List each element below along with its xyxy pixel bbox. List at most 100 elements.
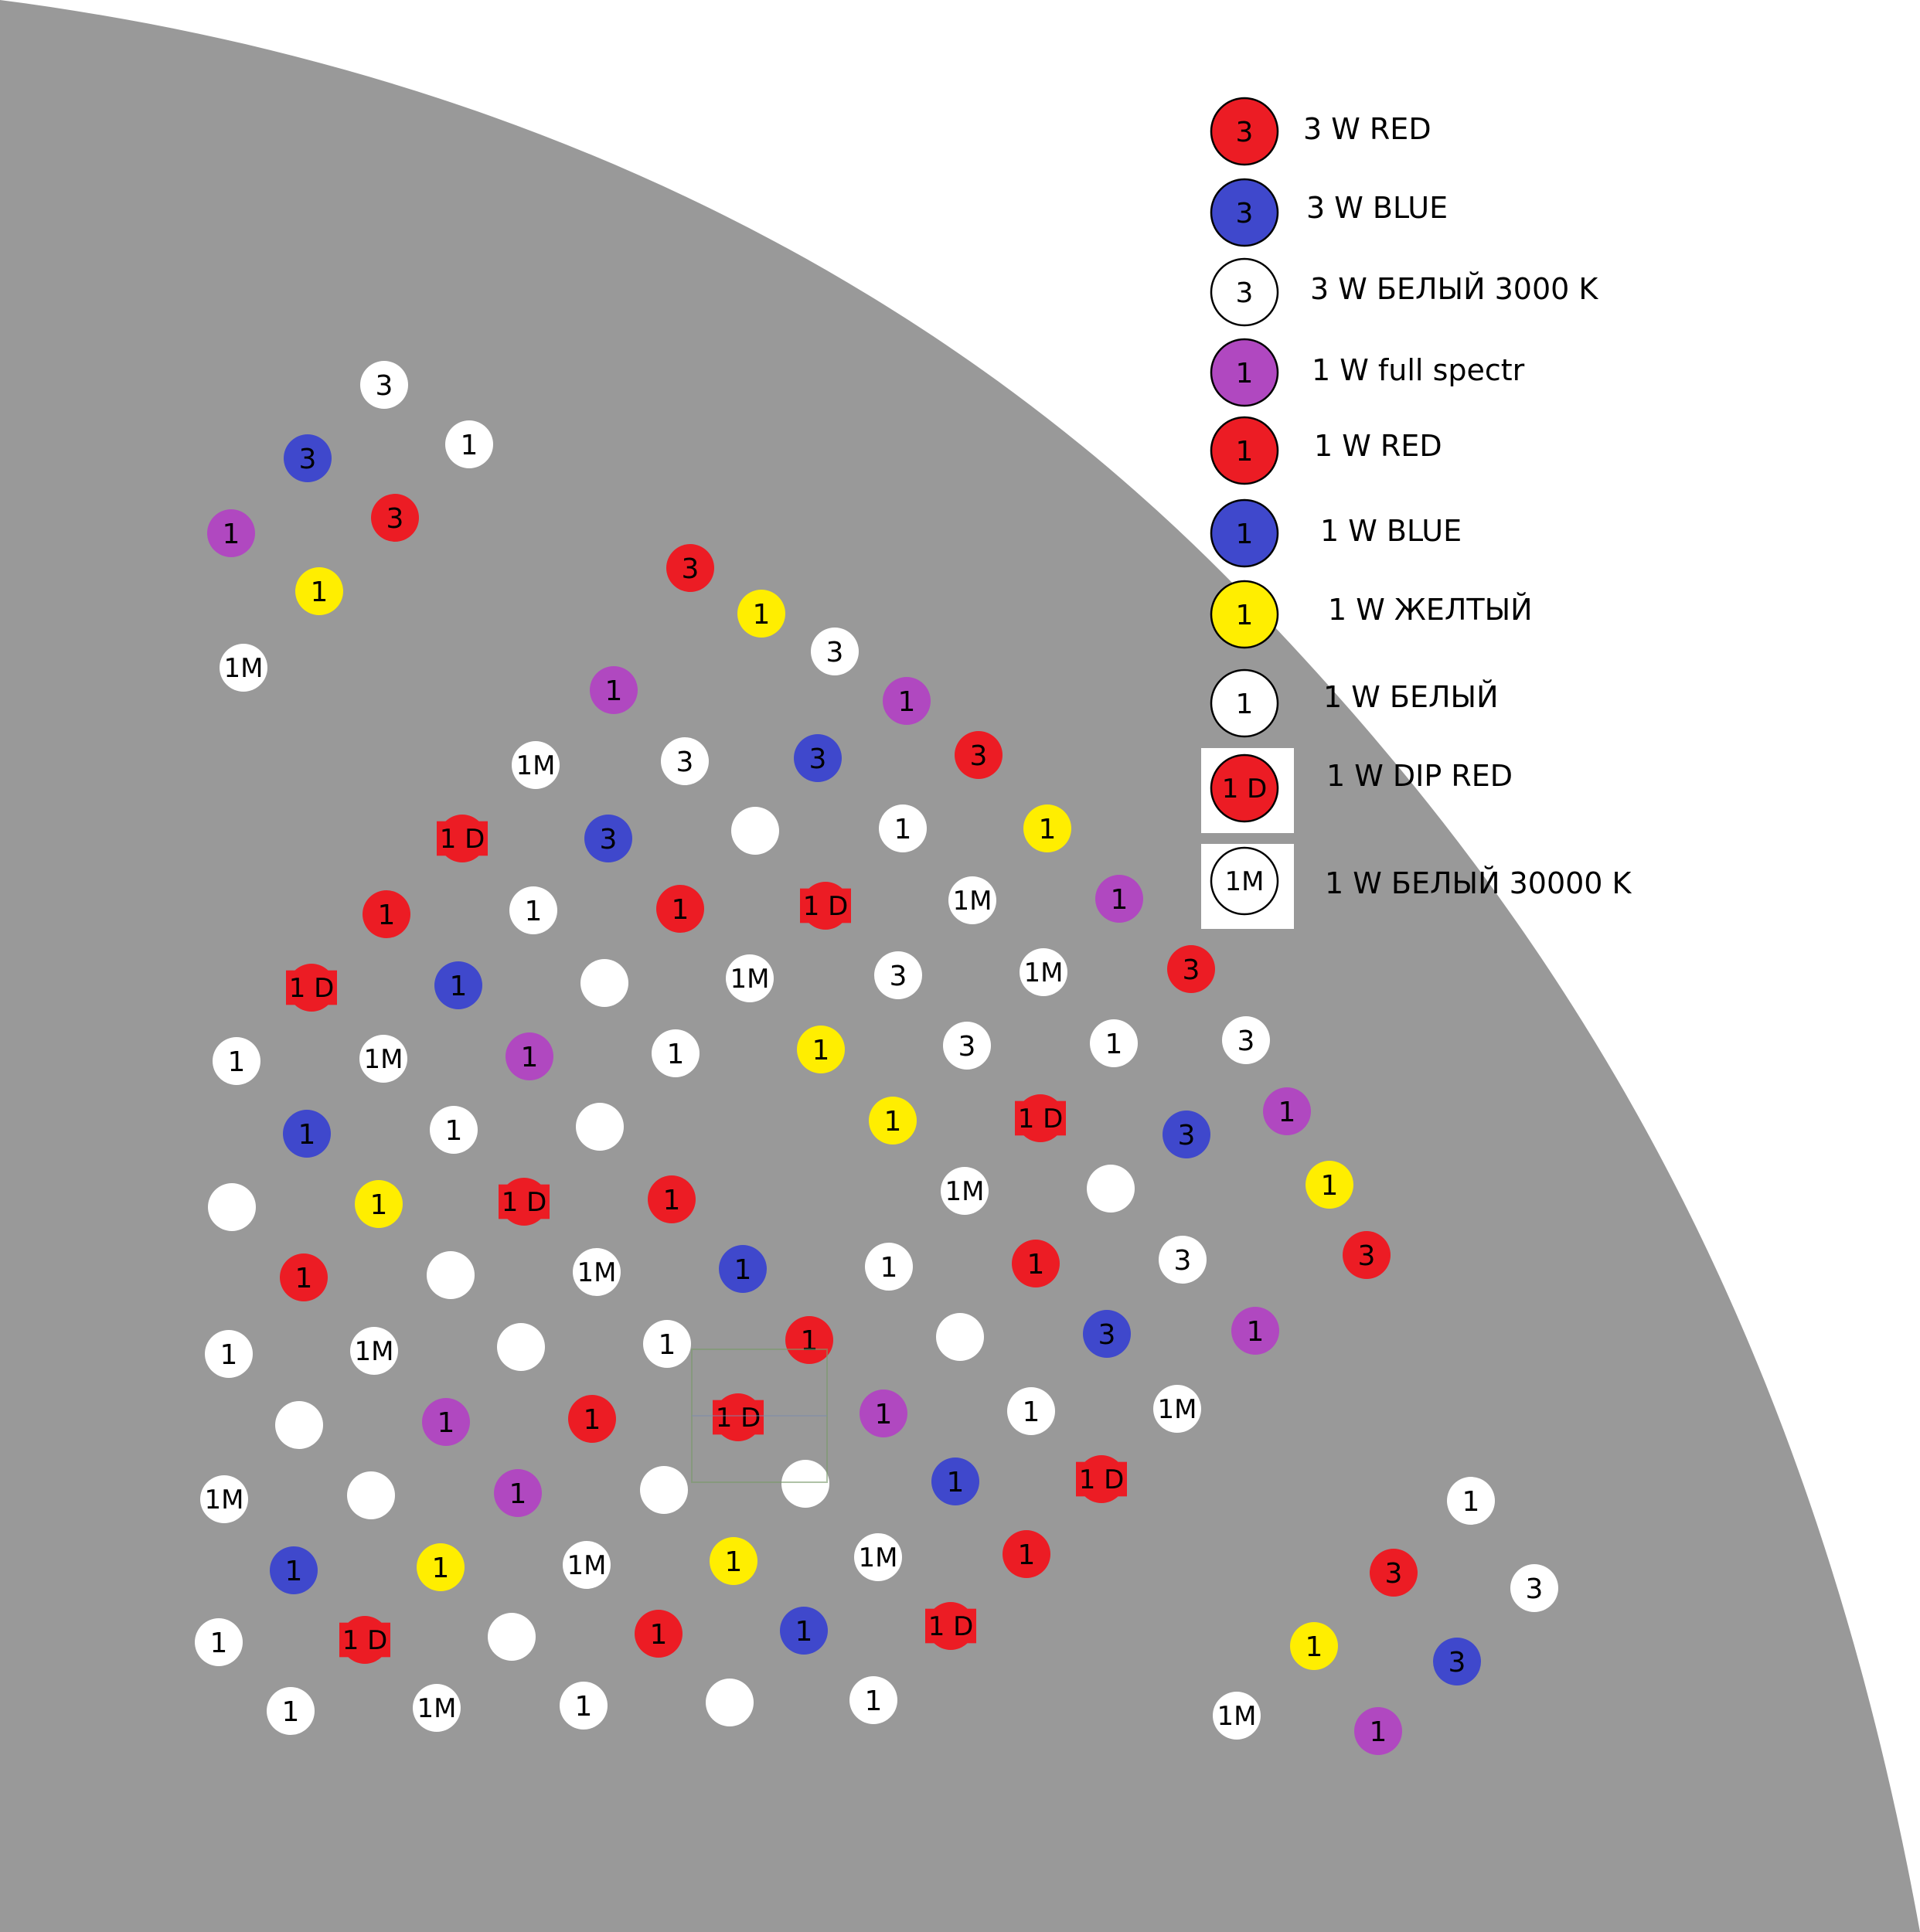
led-symbol: 1: [663, 1185, 681, 1216]
led-circle: [785, 1316, 833, 1364]
led-symbol: 1: [667, 1039, 685, 1070]
led-circle: [1020, 948, 1067, 996]
led-p1: 1: [207, 509, 255, 557]
led-circle: [1167, 945, 1215, 993]
led-symbol: 1: [298, 1119, 316, 1151]
led-symbol: 1: [801, 1325, 819, 1357]
led-w3: 3: [874, 951, 922, 999]
led-m1: 1M: [413, 1684, 461, 1732]
led-symbol: 1: [210, 1628, 228, 1659]
legend-swatch-circle: [1210, 416, 1279, 485]
led-symbol: 1: [1370, 1716, 1387, 1748]
legend-swatch-circle: [1210, 580, 1279, 649]
led-blank: [427, 1251, 475, 1299]
led-symbol: 3: [1178, 1120, 1196, 1151]
led-w3: 3: [811, 628, 859, 675]
led-circle: [1447, 1477, 1495, 1525]
led-w1: 1: [509, 886, 557, 934]
led-symbol: 1: [282, 1696, 300, 1728]
led-p1: 1: [883, 677, 931, 725]
led-p1: 1: [1231, 1307, 1279, 1355]
led-symbol: 3: [1098, 1319, 1116, 1351]
led-w1: 1: [652, 1029, 700, 1077]
led-d1: 1 D: [1210, 753, 1279, 823]
led-symbol: 1: [795, 1616, 813, 1648]
led-r3: 3: [371, 494, 419, 542]
led-w1: 1: [195, 1618, 243, 1666]
led-circle: [865, 1243, 913, 1291]
led-symbol: 1: [437, 1407, 455, 1439]
led-b3: 3: [794, 734, 842, 782]
legend-swatch-circle: [1210, 846, 1279, 916]
led-symbol: 1M: [859, 1543, 898, 1573]
led-circle: [1023, 804, 1071, 852]
led-circle: [438, 815, 486, 862]
led-w1: 1: [205, 1330, 253, 1378]
led-circle: [731, 807, 779, 855]
led-circle: [854, 1533, 902, 1581]
led-m1: 1M: [1020, 948, 1067, 996]
led-symbol: 1: [450, 971, 468, 1002]
led-symbol: 3: [1236, 277, 1254, 309]
led-circle: [445, 420, 493, 468]
led-circle: [568, 1395, 616, 1443]
led-y1: 1: [710, 1537, 757, 1585]
led-r3: 3: [1210, 97, 1279, 166]
led-array: 3 1 3 3 1 1 1M 3 1 3 1 1 3 3 3 1M 1 D 3 1 1 1 1 1 1 D 1M 1 1 D 1 1M 3…: [195, 361, 1558, 1755]
led-symbol: 1: [575, 1691, 593, 1723]
led-circle: [288, 964, 335, 1012]
led-r1: 1: [1012, 1240, 1060, 1287]
led-w1: 1: [1090, 1019, 1138, 1067]
led-r3: 3: [955, 731, 1003, 779]
legend-item-b3: 3 3 W BLUE: [1210, 178, 1448, 247]
legend-swatch-circle: [1210, 498, 1279, 568]
led-m1: 1M: [573, 1248, 621, 1296]
led-symbol: 1: [1018, 1539, 1036, 1571]
legend-item-d1: 1 D 1 W DIP RED: [1210, 753, 1513, 823]
led-circle: [936, 1313, 984, 1361]
led-b1: 1: [283, 1110, 331, 1158]
led-circle: [781, 1460, 829, 1508]
led-symbol: 1M: [1158, 1394, 1197, 1425]
led-blank: [936, 1313, 984, 1361]
led-blank: [731, 807, 779, 855]
led-circle: [648, 1175, 696, 1223]
led-b3: 3: [1433, 1638, 1481, 1685]
led-symbol: 3: [1236, 198, 1254, 230]
led-circle: [200, 1475, 248, 1523]
led-p1: 1: [1263, 1087, 1311, 1135]
led-symbol: 1: [295, 1263, 313, 1294]
led-b1: 1: [434, 961, 482, 1009]
led-circle: [710, 1537, 757, 1585]
led-circle: [213, 1037, 260, 1085]
led-y1: 1: [1306, 1161, 1353, 1209]
led-circle: [1016, 1094, 1064, 1142]
led-r3: 3: [666, 544, 714, 592]
led-w3: 3: [661, 737, 709, 785]
led-symbol: 1: [725, 1546, 743, 1578]
led-circle: [1095, 875, 1143, 923]
led-symbol: 1M: [205, 1485, 244, 1515]
led-y1: 1: [869, 1097, 917, 1145]
led-circle: [1163, 1111, 1210, 1158]
led-p1: 1: [1210, 338, 1279, 407]
led-w1: 1: [643, 1320, 691, 1368]
led-circle: [726, 954, 774, 1002]
led-symbol: 1: [311, 577, 329, 608]
led-symbol: 3: [386, 503, 404, 535]
led-w3: 3: [360, 361, 408, 409]
led-m1: 1M: [1153, 1385, 1201, 1433]
led-symbol: 1: [1321, 1170, 1339, 1202]
led-circle: [205, 1330, 253, 1378]
led-symbol: 3: [826, 637, 844, 668]
led-circle: [284, 434, 332, 482]
led-w3: 3: [1510, 1564, 1558, 1612]
led-y1: 1: [355, 1180, 403, 1228]
legend-item-r1: 1 1 W RED: [1210, 416, 1442, 485]
led-symbol: 1 D: [1222, 774, 1268, 804]
led-symbol: 3: [1449, 1647, 1466, 1679]
led-p1: 1: [494, 1469, 542, 1517]
led-blank: [781, 1460, 829, 1508]
led-symbol: 1: [432, 1553, 450, 1584]
led-b3: 3: [1163, 1111, 1210, 1158]
